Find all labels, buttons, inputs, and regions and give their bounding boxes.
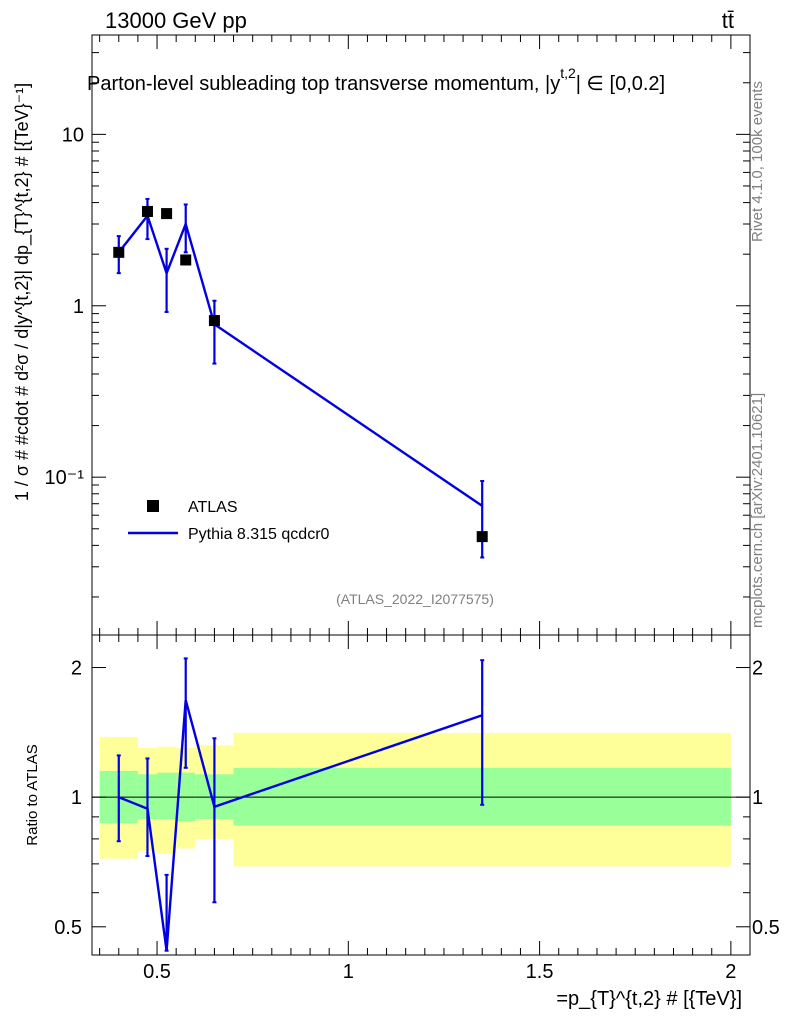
main-y-tick-label: 10	[62, 124, 84, 146]
x-tick-label: 1	[343, 961, 354, 983]
energy-label: 13000 GeV pp	[105, 8, 247, 33]
main-y-tick-label: 10⁻¹	[45, 467, 85, 489]
pythia-main-errorbars	[116, 197, 485, 559]
ratio-y-tick-labels: 0.5 0.5 1 1 2 2	[54, 658, 780, 939]
ratio-axis-ticks	[92, 635, 750, 955]
main-title-text: Parton-level subleading top transverse m…	[87, 73, 560, 95]
atlas-data-point	[208, 315, 220, 327]
x-tick-label: 2	[725, 961, 736, 983]
ratio-panel: 0.5 0.5 1 1 2 2 0.5 1 1.5 2 Ratio to ATLAS =p_{T…	[24, 634, 780, 1010]
atlas-data-point	[141, 205, 153, 217]
main-axis-ticks	[92, 35, 750, 635]
main-y-tick-labels: 10⁻¹ 1 10	[45, 124, 85, 489]
pythia-main-line	[117, 213, 483, 507]
pythia-ratio-errorbars	[116, 657, 485, 952]
ratio-y-tick-label-right: 0.5	[752, 917, 780, 939]
mcplots-label: mcplots.cern.ch [arXiv:2401.10621]	[749, 393, 766, 628]
legend: ATLAS Pythia 8.315 qcdcr0	[128, 499, 330, 543]
ratio-y-tick-label: 2	[71, 658, 82, 680]
main-panel-frame	[91, 34, 751, 636]
x-tick-label: 0.5	[143, 961, 171, 983]
main-title: Parton-level subleading top transverse m…	[87, 65, 665, 95]
ratio-inner-band	[157, 772, 177, 819]
ratio-ylabel: Ratio to ATLAS	[24, 744, 41, 845]
ratio-y-tick-label-right: 2	[752, 658, 763, 680]
atlas-data-point	[113, 246, 125, 258]
main-title-sup: t,2	[560, 65, 576, 81]
process-label: tt̄	[722, 8, 734, 33]
ratio-panel-frame	[91, 634, 751, 956]
analysis-watermark: (ATLAS_2022_I2077575)	[336, 591, 494, 607]
ratio-y-tick-label-right: 1	[752, 787, 763, 809]
atlas-data-points	[113, 205, 488, 543]
ratio-y-tick-label: 0.5	[54, 917, 82, 939]
main-title-tail: | ∈ [0,0.2]	[576, 73, 665, 95]
main-ylabel: 1 / σ # #cdot # d²σ / d|y^{t,2}| dp_{T}^…	[12, 83, 33, 501]
x-tick-labels: 0.5 1 1.5 2	[143, 961, 736, 983]
atlas-data-point	[476, 531, 488, 543]
legend-pythia-label: Pythia 8.315 qcdcr0	[188, 526, 330, 543]
legend-atlas-marker	[147, 500, 159, 512]
main-y-tick-label: 1	[73, 296, 84, 318]
x-axis-label: =p_{T}^{t,2} # [{TeV}]	[556, 988, 742, 1010]
x-tick-label: 1.5	[526, 961, 554, 983]
atlas-data-point	[180, 254, 192, 266]
atlas-data-point	[161, 208, 173, 220]
pythia-main-series	[117, 213, 483, 507]
pythia-ratio-series	[118, 699, 483, 951]
rivet-label: Rivet 4.1.0, 100k events	[749, 81, 766, 242]
ratio-uncertainty-bands	[99, 732, 731, 867]
main-panel: Parton-level subleading top transverse m…	[12, 34, 751, 636]
legend-atlas-label: ATLAS	[188, 499, 238, 516]
ratio-y-tick-label: 1	[71, 787, 82, 809]
pythia-ratio-line	[118, 699, 483, 951]
